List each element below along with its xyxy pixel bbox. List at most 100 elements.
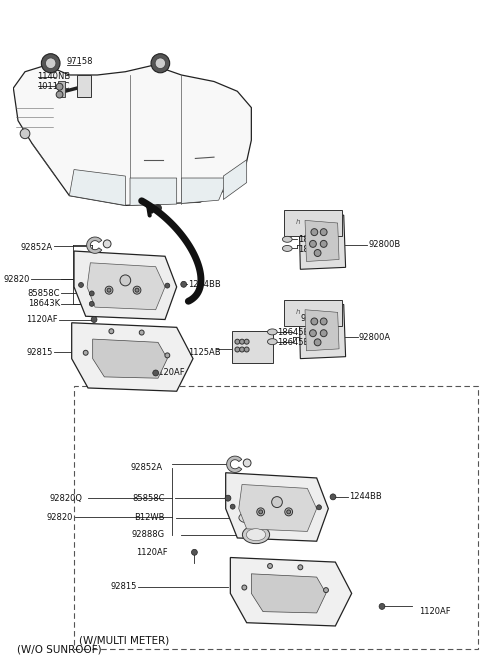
Circle shape <box>120 275 131 286</box>
Text: (W/MULTI METER): (W/MULTI METER) <box>79 636 169 646</box>
Text: 18645E: 18645E <box>298 236 330 245</box>
Text: B12WB: B12WB <box>134 513 165 522</box>
Circle shape <box>314 249 321 256</box>
Circle shape <box>310 240 316 247</box>
Circle shape <box>91 317 97 323</box>
Circle shape <box>165 353 170 358</box>
Circle shape <box>314 339 321 346</box>
Circle shape <box>285 508 293 516</box>
Circle shape <box>103 240 111 248</box>
Circle shape <box>155 58 166 69</box>
Text: 1244BB: 1244BB <box>349 493 382 501</box>
Polygon shape <box>305 220 339 262</box>
Circle shape <box>320 330 327 337</box>
Polygon shape <box>227 456 242 472</box>
Circle shape <box>257 508 264 516</box>
Circle shape <box>272 497 282 508</box>
Circle shape <box>225 495 231 501</box>
Text: 1125AB: 1125AB <box>188 348 221 357</box>
Polygon shape <box>87 237 102 253</box>
Polygon shape <box>72 323 193 391</box>
Text: 92820: 92820 <box>47 512 73 522</box>
Polygon shape <box>239 485 317 531</box>
Circle shape <box>379 604 385 609</box>
Circle shape <box>320 229 327 236</box>
Polygon shape <box>226 473 328 541</box>
Polygon shape <box>69 169 125 205</box>
Polygon shape <box>74 251 177 319</box>
Polygon shape <box>130 178 177 205</box>
Circle shape <box>79 283 84 287</box>
Circle shape <box>139 330 144 335</box>
Bar <box>74 386 478 649</box>
Text: h: h <box>296 218 300 225</box>
Text: 92811: 92811 <box>307 224 334 233</box>
Text: 18645E: 18645E <box>277 328 309 337</box>
Ellipse shape <box>267 338 277 344</box>
Polygon shape <box>230 558 352 626</box>
Circle shape <box>230 504 235 509</box>
Bar <box>284 210 342 236</box>
Text: 1120AF: 1120AF <box>153 369 185 377</box>
Text: 18643K: 18643K <box>28 299 60 308</box>
Ellipse shape <box>282 236 292 242</box>
Text: 1140NB: 1140NB <box>36 72 70 81</box>
Text: 92800B: 92800B <box>368 240 400 249</box>
Polygon shape <box>252 574 326 613</box>
Circle shape <box>181 281 187 287</box>
Text: 92800A: 92800A <box>359 333 391 342</box>
Circle shape <box>311 318 318 325</box>
Circle shape <box>287 510 290 514</box>
Ellipse shape <box>246 529 266 541</box>
Text: 1244BB: 1244BB <box>188 280 221 289</box>
Circle shape <box>320 318 327 325</box>
Text: 18645E: 18645E <box>277 338 309 347</box>
Polygon shape <box>299 213 346 270</box>
Bar <box>77 75 91 96</box>
Circle shape <box>310 330 316 337</box>
Polygon shape <box>305 310 339 351</box>
Text: 18645E: 18645E <box>298 245 330 254</box>
Text: 92852A: 92852A <box>21 243 53 253</box>
Circle shape <box>267 564 273 569</box>
Polygon shape <box>223 160 247 199</box>
Text: 85858C: 85858C <box>132 494 165 502</box>
Text: h: h <box>296 309 300 315</box>
Circle shape <box>41 54 60 73</box>
Circle shape <box>235 339 240 344</box>
Polygon shape <box>87 263 165 310</box>
Circle shape <box>165 283 170 288</box>
Ellipse shape <box>267 329 277 335</box>
Circle shape <box>133 286 141 294</box>
Circle shape <box>240 347 244 352</box>
Text: 1120AF: 1120AF <box>136 548 168 557</box>
Circle shape <box>259 510 263 514</box>
Bar <box>58 81 65 96</box>
Text: 92815: 92815 <box>111 583 137 591</box>
Bar <box>232 331 273 363</box>
Circle shape <box>20 129 30 138</box>
Circle shape <box>107 288 111 292</box>
Text: 92815: 92815 <box>27 348 53 357</box>
Polygon shape <box>299 302 346 359</box>
Polygon shape <box>93 339 168 379</box>
Ellipse shape <box>239 513 254 523</box>
Polygon shape <box>13 65 252 205</box>
Circle shape <box>192 549 197 555</box>
Text: 92852A: 92852A <box>131 463 163 472</box>
Circle shape <box>155 205 161 211</box>
Text: 1011AC: 1011AC <box>36 81 69 91</box>
Text: 1120AF: 1120AF <box>420 607 451 616</box>
Circle shape <box>56 83 63 91</box>
Circle shape <box>83 350 88 356</box>
Text: 92888G: 92888G <box>132 530 165 539</box>
Circle shape <box>317 505 322 510</box>
Circle shape <box>320 240 327 247</box>
Text: 97158: 97158 <box>66 57 93 66</box>
Bar <box>284 300 342 326</box>
Circle shape <box>89 291 94 296</box>
Circle shape <box>240 339 244 344</box>
Circle shape <box>151 54 170 73</box>
Circle shape <box>330 494 336 500</box>
Polygon shape <box>181 178 228 203</box>
